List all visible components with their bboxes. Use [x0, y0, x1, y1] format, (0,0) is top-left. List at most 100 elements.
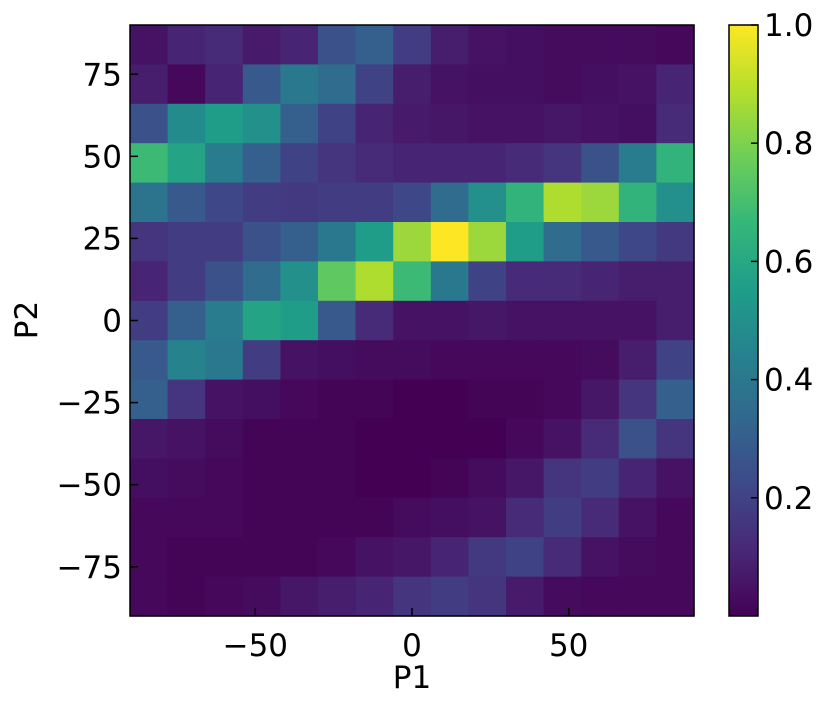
heatmap-cell: [205, 537, 244, 578]
x-axis-label: P1: [393, 660, 431, 696]
heatmap-cell: [355, 340, 394, 381]
heatmap-cell: [506, 103, 545, 144]
heatmap-cell: [656, 497, 695, 538]
heatmap-cell: [167, 261, 206, 302]
heatmap-cell: [242, 261, 281, 302]
heatmap-cell: [167, 458, 206, 499]
heatmap-cell: [618, 419, 657, 459]
heatmap-cell: [468, 143, 507, 184]
heatmap-cells: [130, 25, 695, 617]
heatmap-cell: [130, 143, 169, 184]
heatmap-cell: [167, 103, 206, 144]
heatmap-cell: [543, 261, 582, 302]
heatmap-cell: [543, 340, 582, 381]
heatmap-cell: [167, 497, 206, 538]
heatmap-cell: [581, 300, 620, 341]
heatmap-cell: [205, 64, 244, 105]
heatmap-cell: [543, 497, 582, 538]
heatmap-cell: [130, 458, 169, 499]
heatmap-cell: [543, 300, 582, 341]
heatmap-cell: [167, 419, 206, 459]
heatmap-cell: [430, 300, 469, 341]
heatmap-cell: [242, 537, 281, 578]
x-tick-label: −50: [223, 628, 288, 664]
y-tick-label: 75: [83, 57, 122, 93]
heatmap-cell: [618, 64, 657, 105]
heatmap-cell: [468, 576, 507, 617]
heatmap-cell: [656, 419, 695, 459]
heatmap-cell: [167, 222, 206, 262]
heatmap-cell: [242, 143, 281, 184]
heatmap-cell: [393, 458, 432, 499]
x-axis-ticks: −50 0 50: [223, 608, 588, 664]
colorbar-tick-label: 0.6: [764, 244, 813, 280]
heatmap-cell: [205, 497, 244, 538]
heatmap-cell: [242, 25, 281, 65]
heatmap-cell: [393, 261, 432, 302]
y-tick-label: −50: [57, 468, 122, 504]
y-tick-label: 50: [83, 139, 122, 175]
heatmap-cell: [468, 379, 507, 420]
heatmap-cell: [355, 64, 394, 105]
heatmap-cell: [506, 379, 545, 420]
heatmap-cell: [618, 261, 657, 302]
heatmap-cell: [167, 379, 206, 420]
heatmap-cell: [468, 182, 507, 223]
heatmap-cell: [618, 497, 657, 538]
heatmap-cell: [355, 300, 394, 341]
heatmap-cell: [205, 458, 244, 499]
heatmap-cell: [430, 182, 469, 223]
heatmap-cell: [468, 458, 507, 499]
heatmap-cell: [468, 300, 507, 341]
heatmap-cell: [393, 64, 432, 105]
heatmap-cell: [130, 261, 169, 302]
heatmap-cell: [430, 64, 469, 105]
heatmap-cell: [318, 64, 357, 105]
heatmap-cell: [656, 182, 695, 223]
colorbar-ticks: 0.2 0.4 0.6 0.8 1.0: [751, 8, 813, 517]
heatmap-cell: [130, 222, 169, 262]
heatmap-cell: [130, 379, 169, 420]
heatmap-cell: [656, 576, 695, 617]
heatmap-cell: [618, 300, 657, 341]
x-tick-label: 0: [402, 628, 422, 664]
heatmap-cell: [581, 576, 620, 617]
heatmap-cell: [543, 379, 582, 420]
heatmap-cell: [205, 143, 244, 184]
heatmap-cell: [618, 103, 657, 144]
heatmap-cell: [468, 340, 507, 381]
heatmap-cell: [318, 458, 357, 499]
heatmap-cell: [205, 261, 244, 302]
heatmap-cell: [355, 576, 394, 617]
heatmap-cell: [280, 537, 319, 578]
heatmap-cell: [506, 25, 545, 65]
heatmap-cell: [506, 576, 545, 617]
heatmap-cell: [130, 419, 169, 459]
heatmap-cell: [618, 537, 657, 578]
heatmap-cell: [430, 222, 469, 262]
heatmap-cell: [656, 143, 695, 184]
heatmap-cell: [430, 497, 469, 538]
heatmap-cell: [618, 340, 657, 381]
heatmap-cell: [618, 458, 657, 499]
heatmap-cell: [167, 182, 206, 223]
colorbar-tick-label: 0.8: [764, 126, 813, 162]
heatmap-cell: [506, 222, 545, 262]
heatmap-cell: [506, 537, 545, 578]
heatmap-cell: [280, 576, 319, 617]
heatmap-cell: [242, 340, 281, 381]
heatmap-cell: [205, 340, 244, 381]
colorbar-tick-label: 0.2: [764, 481, 813, 517]
heatmap-cell: [581, 182, 620, 223]
heatmap-cell: [205, 103, 244, 144]
heatmap-cell: [656, 340, 695, 381]
heatmap-cell: [318, 300, 357, 341]
heatmap-cell: [618, 222, 657, 262]
heatmap-cell: [280, 300, 319, 341]
heatmap-cell: [656, 537, 695, 578]
heatmap-cell: [280, 25, 319, 65]
colorbar: [728, 24, 759, 617]
heatmap-cell: [393, 419, 432, 459]
heatmap-cell: [393, 340, 432, 381]
